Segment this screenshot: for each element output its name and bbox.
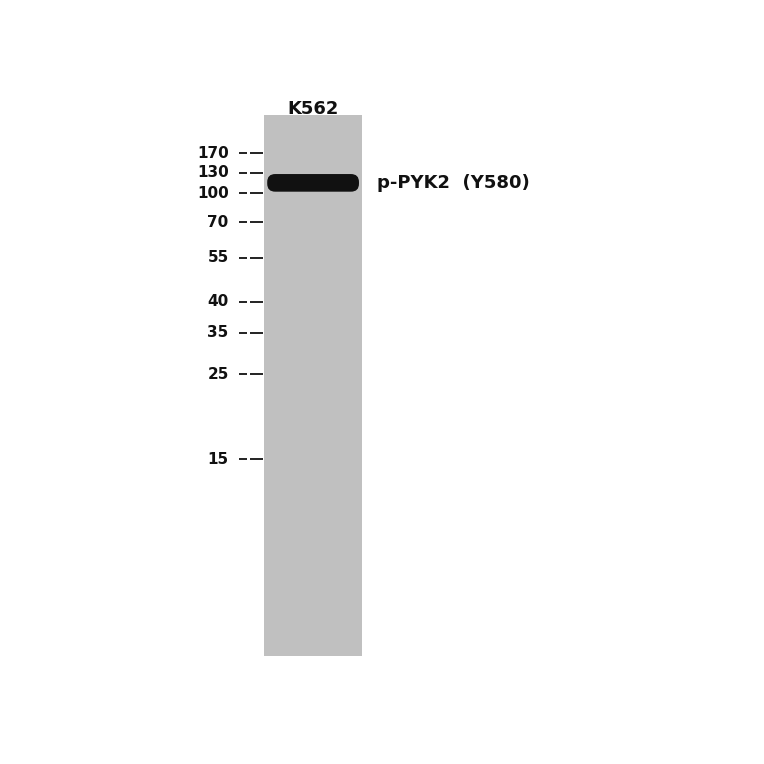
Text: K562: K562 xyxy=(287,100,338,118)
Text: 130: 130 xyxy=(197,165,228,180)
Text: 170: 170 xyxy=(197,146,228,161)
Text: 70: 70 xyxy=(208,215,228,230)
Text: 55: 55 xyxy=(208,250,228,265)
Text: 25: 25 xyxy=(207,367,228,381)
Text: 35: 35 xyxy=(208,325,228,341)
Text: p-PYK2  (Y580): p-PYK2 (Y580) xyxy=(377,174,529,192)
Bar xyxy=(264,115,362,656)
Text: 40: 40 xyxy=(208,294,228,309)
Text: 100: 100 xyxy=(197,186,228,201)
FancyBboxPatch shape xyxy=(267,174,359,192)
Text: 15: 15 xyxy=(208,452,228,467)
